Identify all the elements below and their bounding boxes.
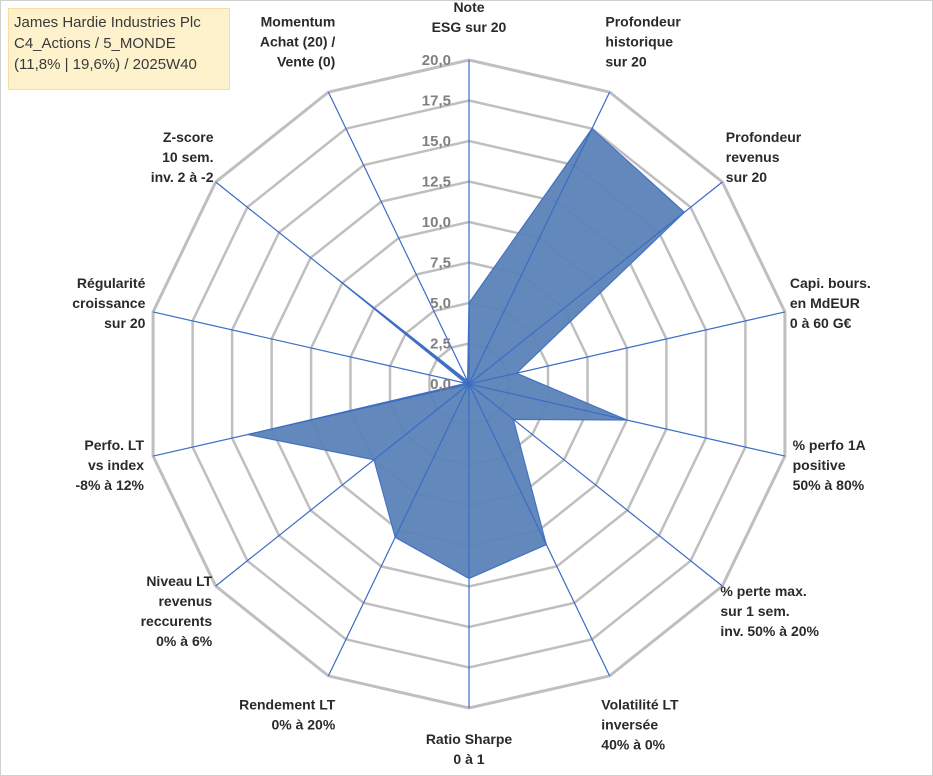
tick-label: 20,0 (422, 52, 451, 69)
axis-label: Volatilité LT (601, 697, 679, 713)
axis-label: sur 20 (726, 169, 767, 185)
axis-label: inv. 50% à 20% (720, 623, 819, 639)
title-line-company: James Hardie Industries Plc (14, 14, 201, 31)
axis-label: sur 20 (104, 315, 145, 331)
axis-spoke (152, 383, 470, 457)
axis-label: Note (453, 0, 484, 15)
axis-label: Achat (20) / (260, 33, 336, 49)
tick-label: 7,5 (430, 255, 451, 272)
axis-spoke (152, 311, 470, 385)
axis-label: 0 à 60 G€ (790, 315, 852, 331)
tick-label: 10,0 (422, 214, 451, 231)
axis-label: Régularité (77, 275, 146, 291)
axis-spoke (468, 311, 786, 385)
axis-spoke (215, 181, 470, 385)
axis-label: Momentum (261, 13, 336, 29)
tick-label: 5,0 (430, 295, 451, 312)
axis-label: positive (793, 457, 846, 473)
axis-label: revenus (726, 149, 780, 165)
radar-tick-labels: 0,0 2,5 5,0 7,5 10,0 12,5 15,0 17,5 20,0 (422, 52, 451, 393)
axis-label: Profondeur (726, 129, 802, 145)
axis-spoke (215, 383, 470, 587)
axis-label: Rendement LT (239, 697, 336, 713)
axis-label: 50% à 80% (793, 477, 865, 493)
radar-spokes (152, 60, 786, 708)
axis-spoke (327, 383, 470, 677)
axis-label: % perte max. (720, 583, 806, 599)
axis-label: croissance (72, 295, 145, 311)
axis-label: ESG sur 20 (432, 19, 507, 35)
axis-spoke (327, 91, 470, 385)
axis-label: vs index (88, 457, 144, 473)
axis-label: en MdEUR (790, 295, 860, 311)
title-line-stats: (11,8% | 19,6%) / 2025W40 (14, 56, 197, 73)
chart-title-box: James Hardie Industries Plc C4_Actions /… (8, 8, 230, 90)
axis-label: 0% à 6% (156, 633, 213, 649)
axis-label: 0% à 20% (271, 717, 335, 733)
axis-spoke (468, 91, 611, 385)
axis-label: historique (605, 33, 673, 49)
title-line-category: C4_Actions / 5_MONDE (14, 35, 176, 52)
axis-label: Ratio Sharpe (426, 731, 513, 747)
axis-spoke (468, 181, 723, 385)
tick-label: 2,5 (430, 336, 451, 353)
axis-label: Niveau LT (146, 573, 212, 589)
axis-label: Perfo. LT (84, 437, 144, 453)
axis-label: revenus (158, 593, 212, 609)
axis-label: -8% à 12% (76, 477, 145, 493)
axis-label: Vente (0) (277, 53, 335, 69)
axis-label: inversée (601, 717, 658, 733)
tick-label: 17,5 (422, 93, 451, 110)
tick-label: 15,0 (422, 133, 451, 150)
tick-label: 0,0 (430, 376, 451, 393)
axis-label: Profondeur (605, 13, 681, 29)
axis-label: % perfo 1A (793, 437, 866, 453)
tick-label: 12,5 (422, 174, 451, 191)
axis-label: 10 sem. (162, 149, 213, 165)
axis-label: Capi. bours. (790, 275, 871, 291)
axis-spoke (468, 383, 786, 457)
radar-axis-labels: Note ESG sur 20 Profondeur historique sur 20… (72, 0, 871, 767)
axis-spoke (468, 383, 723, 587)
axis-label: sur 20 (605, 53, 646, 69)
axis-label: reccurents (141, 613, 213, 629)
axis-label: Z-score (163, 129, 214, 145)
axis-label: inv. 2 à -2 (151, 169, 214, 185)
axis-label: 0 à 1 (453, 751, 484, 767)
axis-spoke (468, 383, 611, 677)
axis-label: sur 1 sem. (720, 603, 789, 619)
axis-label: 40% à 0% (601, 737, 665, 753)
